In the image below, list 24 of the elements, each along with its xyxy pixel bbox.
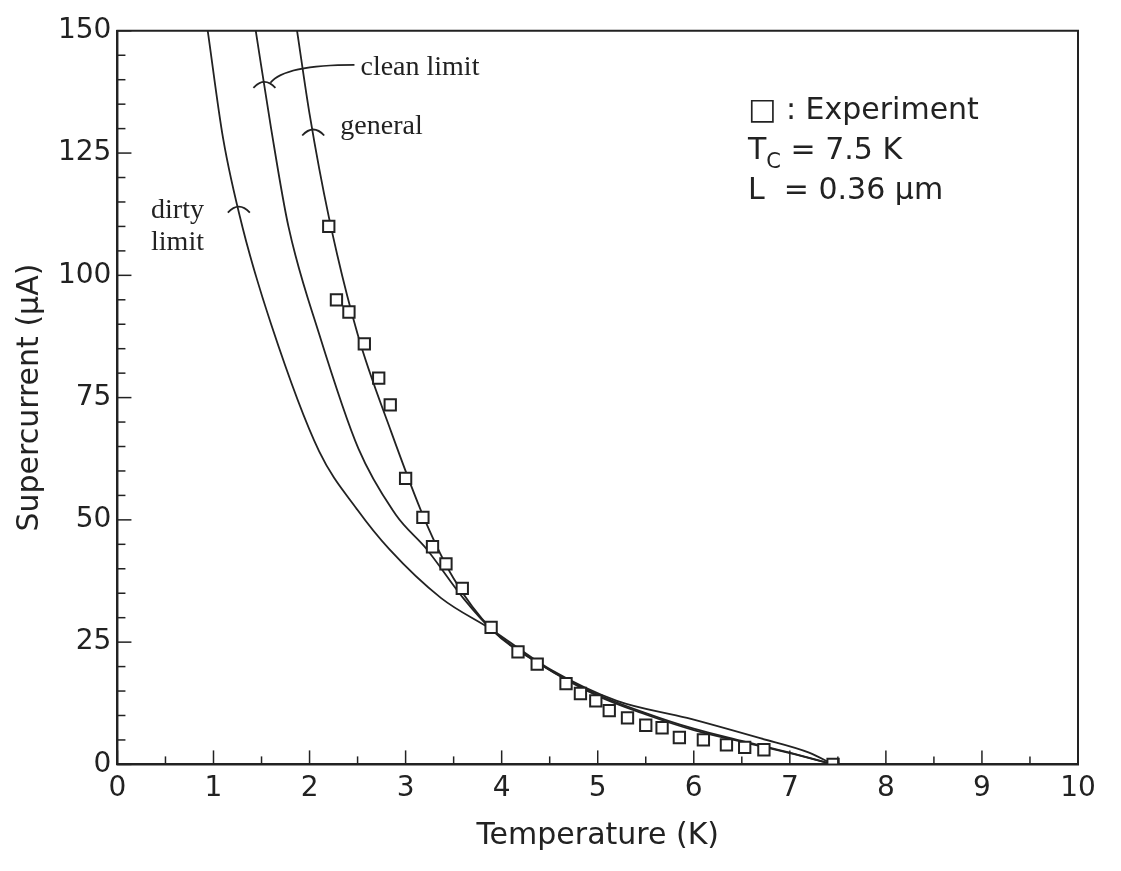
legend-label: clean limit [360,49,480,81]
annotation: L = 0.36 μm [748,170,944,206]
y-tick-label: 150 [57,12,112,46]
y-tick-label: 75 [75,378,112,412]
y-tick-label: 0 [93,745,112,779]
y-tick-label: 125 [57,134,112,168]
x-tick-label: 4 [492,770,511,804]
y-tick-label: 25 [75,623,112,657]
y-axis-title: Supercurrent (μA) [9,263,45,532]
x-tick-label: 1 [204,770,223,804]
annotation: □ : Experiment [748,90,980,126]
series-label: dirty limit [151,192,205,256]
x-tick-label: 8 [876,770,895,804]
x-axis-title: Temperature (K) [475,815,720,851]
legend-label: general [340,108,423,140]
x-tick-label: 3 [396,770,415,804]
x-tick-label: 6 [684,770,703,804]
x-tick-label: 7 [780,770,799,804]
x-tick-label: 5 [588,770,607,804]
x-tick-label: 2 [300,770,319,804]
y-tick-label: 50 [75,501,112,535]
x-tick-label: 9 [973,770,991,804]
x-tick-label: 10 [1060,770,1096,804]
y-tick-label: 100 [57,256,112,290]
